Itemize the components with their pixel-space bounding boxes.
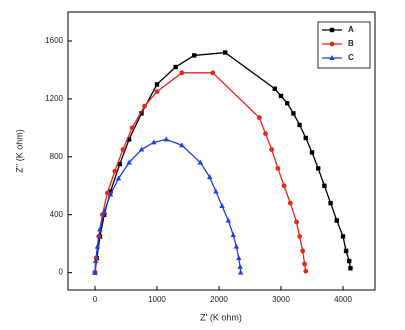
marker — [173, 64, 178, 70]
marker — [343, 248, 349, 254]
x-tick-label: 0 — [93, 295, 98, 304]
marker — [294, 219, 299, 225]
marker — [269, 147, 275, 152]
marker — [275, 165, 281, 171]
legend-marker — [329, 27, 335, 33]
x-tick-label: 1000 — [148, 295, 166, 304]
y-tick-label: 0 — [59, 268, 64, 277]
marker — [154, 82, 160, 87]
y-tick-label: 800 — [50, 152, 64, 161]
marker — [236, 255, 242, 261]
y-axis-title: Z'' (K ohm) — [14, 129, 24, 172]
marker — [322, 183, 327, 188]
marker — [97, 226, 103, 232]
marker — [129, 125, 135, 131]
marker — [230, 231, 236, 237]
marker — [138, 146, 145, 152]
marker — [287, 200, 293, 206]
marker — [92, 269, 98, 275]
marker — [219, 203, 225, 209]
marker — [309, 150, 315, 155]
marker — [179, 70, 185, 76]
series-line — [94, 72, 307, 273]
marker — [233, 243, 240, 249]
marker — [348, 266, 353, 271]
marker — [284, 101, 290, 106]
series-line — [94, 138, 242, 273]
marker — [225, 217, 231, 223]
x-tick-label: 4000 — [334, 295, 352, 304]
marker — [104, 190, 110, 196]
marker — [179, 142, 185, 148]
legend-marker — [329, 55, 335, 60]
legend-text: C — [348, 53, 354, 62]
marker — [316, 166, 321, 171]
x-tick-label: 2000 — [210, 295, 228, 304]
marker — [328, 200, 333, 206]
x-tick-label: 3000 — [272, 295, 290, 304]
marker — [94, 243, 101, 249]
legend-text: B — [348, 39, 354, 48]
marker — [206, 174, 213, 180]
y-tick-label: 1600 — [45, 36, 63, 45]
legend-box — [317, 21, 371, 69]
x-axis-title: Z' (K ohm) — [200, 312, 242, 322]
series-line — [94, 51, 352, 273]
marker — [300, 248, 306, 254]
marker — [281, 183, 287, 189]
y-tick-label: 1200 — [45, 94, 63, 103]
marker — [107, 191, 114, 197]
marker — [272, 86, 277, 91]
marker — [303, 135, 308, 141]
marker — [222, 50, 228, 55]
marker — [291, 111, 296, 116]
marker — [210, 70, 216, 76]
marker — [197, 159, 204, 165]
marker — [139, 111, 144, 116]
marker — [213, 188, 219, 194]
marker — [117, 161, 122, 167]
y-tick-label: 400 — [50, 210, 64, 219]
marker — [297, 234, 302, 239]
legend-marker — [329, 41, 335, 47]
marker — [237, 263, 243, 269]
marker — [151, 139, 157, 145]
marker — [278, 93, 284, 99]
marker — [126, 137, 132, 142]
legend-text: A — [348, 25, 354, 34]
marker — [142, 103, 147, 109]
marker — [120, 147, 126, 152]
marker — [263, 131, 268, 137]
marker — [92, 258, 99, 264]
marker — [237, 269, 244, 275]
marker — [101, 208, 107, 214]
marker — [297, 122, 302, 128]
marker — [115, 175, 122, 181]
marker — [334, 218, 340, 223]
marker — [347, 258, 352, 264]
marker — [256, 115, 262, 121]
marker — [302, 261, 307, 267]
marker — [126, 159, 132, 165]
marker — [303, 268, 309, 274]
marker — [340, 234, 346, 239]
marker — [112, 168, 118, 174]
marker — [163, 136, 169, 142]
marker — [191, 53, 197, 58]
plot-frame — [67, 11, 376, 291]
marker — [154, 89, 160, 95]
